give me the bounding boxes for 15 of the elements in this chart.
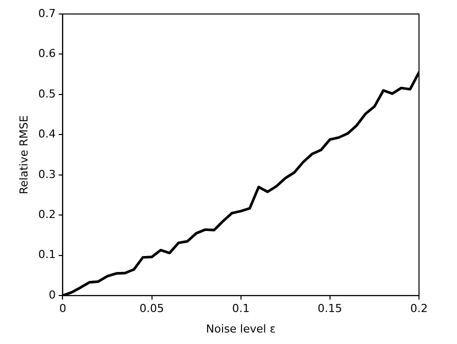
- x-tick-label: 0.2: [410, 302, 428, 316]
- y-tick-label: 0.4: [38, 128, 56, 141]
- x-axis-title: Noise level ε: [206, 322, 276, 336]
- y-tick-label: 0.1: [38, 248, 56, 262]
- x-tick-label: 0: [59, 302, 66, 316]
- y-tick-label: 0.6: [38, 47, 56, 60]
- y-axis-title: Relative RMSE: [17, 115, 30, 194]
- y-tick-label: 0.2: [38, 208, 56, 221]
- x-tick-label: 0.1: [232, 302, 250, 316]
- y-tick-label: 0.3: [38, 168, 56, 181]
- x-tick-label: 0.15: [318, 302, 342, 316]
- x-tick-label: 0.05: [140, 302, 164, 316]
- y-tick-label: 0: [48, 288, 56, 302]
- y-tick-label: 0.7: [38, 6, 56, 20]
- y-tick-label: 0.5: [38, 87, 56, 100]
